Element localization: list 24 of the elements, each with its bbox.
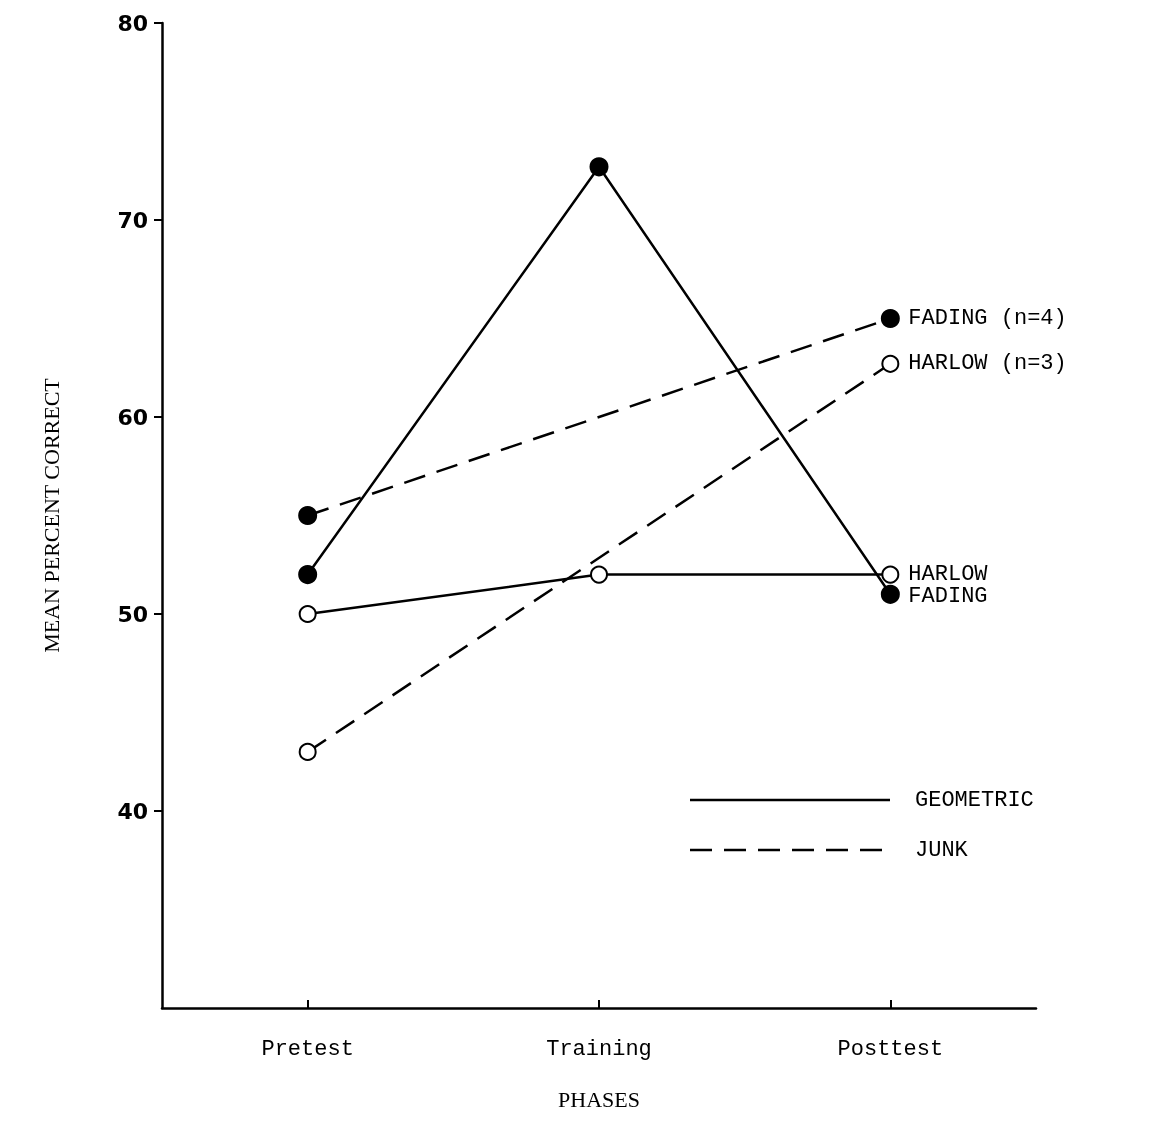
x-tick-label: Training: [546, 1036, 652, 1062]
series-label: FADING (n=4): [908, 306, 1067, 331]
point: [298, 506, 318, 525]
point: [298, 565, 318, 585]
y-tick-label: 50: [117, 601, 148, 627]
x-tick-label: Posttest: [837, 1036, 944, 1062]
series-label: HARLOW (n=3): [908, 351, 1067, 377]
point: [881, 354, 900, 373]
y-tick-label: 70: [117, 207, 148, 233]
point: [881, 565, 900, 584]
point: [298, 742, 317, 761]
point: [589, 157, 609, 177]
y-tick-label: 80: [117, 10, 148, 36]
point: [298, 605, 317, 623]
x-tick-label: Pretest: [261, 1036, 354, 1062]
annotation: JUNK: [915, 837, 969, 863]
annotation: GEOMETRIC: [915, 787, 1034, 813]
y-tick-label: 40: [117, 798, 148, 824]
point: [590, 565, 608, 584]
point: [880, 309, 900, 328]
point: [880, 584, 900, 604]
x-axis-title: PHASES: [558, 1086, 640, 1112]
y-tick-label: 60: [117, 404, 148, 430]
y-axis-title: MEAN PERCENT CORRECT: [38, 377, 64, 653]
